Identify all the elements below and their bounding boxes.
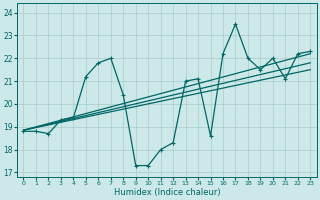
X-axis label: Humidex (Indice chaleur): Humidex (Indice chaleur) — [114, 188, 220, 197]
